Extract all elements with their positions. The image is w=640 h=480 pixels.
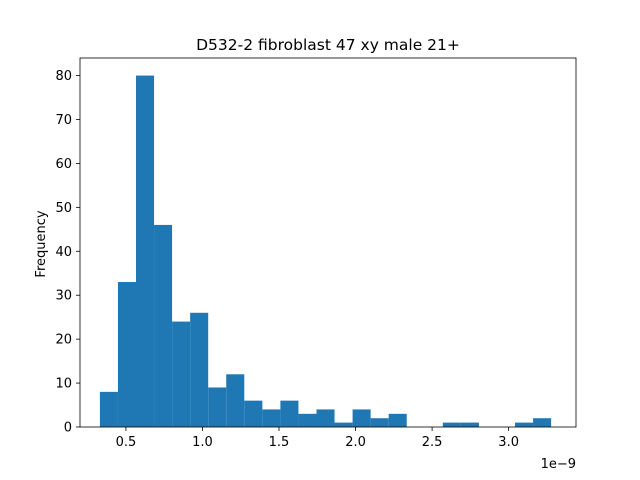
histogram-bar — [117, 282, 136, 427]
y-tick-label: 10 — [55, 377, 72, 392]
y-tick-label: 60 — [55, 157, 72, 172]
histogram-bar — [370, 418, 389, 427]
x-tick-label: 1.5 — [269, 435, 290, 450]
x-tick-label: 1.0 — [192, 435, 213, 450]
histogram-bar — [442, 422, 461, 427]
histogram-bar — [316, 409, 335, 427]
histogram-bar — [515, 422, 534, 427]
y-tick-label: 70 — [55, 113, 72, 128]
histogram-bar — [533, 418, 552, 427]
histogram-bar — [280, 400, 299, 427]
y-tick-label: 80 — [55, 69, 72, 84]
histogram-bar — [352, 409, 371, 427]
histogram-bar — [99, 391, 118, 427]
histogram-bar — [388, 413, 407, 427]
histogram-bar — [154, 224, 173, 427]
x-tick-label: 2.5 — [422, 435, 443, 450]
chart-title: D532-2 fibroblast 47 xy male 21+ — [196, 36, 460, 54]
y-tick-label: 20 — [55, 333, 72, 348]
y-axis-label: Frequency — [34, 210, 49, 277]
histogram-bar — [208, 387, 227, 427]
y-tick-label: 0 — [64, 421, 72, 436]
y-tick-label: 50 — [55, 201, 72, 216]
x-offset-label: 1e−9 — [541, 457, 576, 472]
x-tick-label: 0.5 — [116, 435, 137, 450]
y-axis-ticks: 0 10 20 30 40 50 60 70 80 — [55, 69, 80, 436]
histogram-bar — [172, 321, 191, 427]
histogram-bar — [135, 75, 155, 428]
x-axis-ticks: 0.5 1.0 1.5 2.0 2.5 3.0 — [116, 427, 519, 450]
histogram-bar — [190, 312, 209, 427]
histogram-bar — [334, 422, 353, 427]
histogram-bar — [226, 374, 245, 427]
bars-group — [99, 75, 552, 428]
plot-frame — [79, 57, 577, 428]
y-tick-label: 40 — [55, 245, 72, 260]
x-tick-label: 2.0 — [345, 435, 366, 450]
histogram-bar — [262, 409, 281, 427]
histogram-bar — [298, 413, 317, 427]
histogram-bar — [244, 400, 263, 427]
x-tick-label: 3.0 — [498, 435, 519, 450]
y-tick-label: 30 — [55, 289, 72, 304]
histogram-bar — [460, 422, 479, 427]
